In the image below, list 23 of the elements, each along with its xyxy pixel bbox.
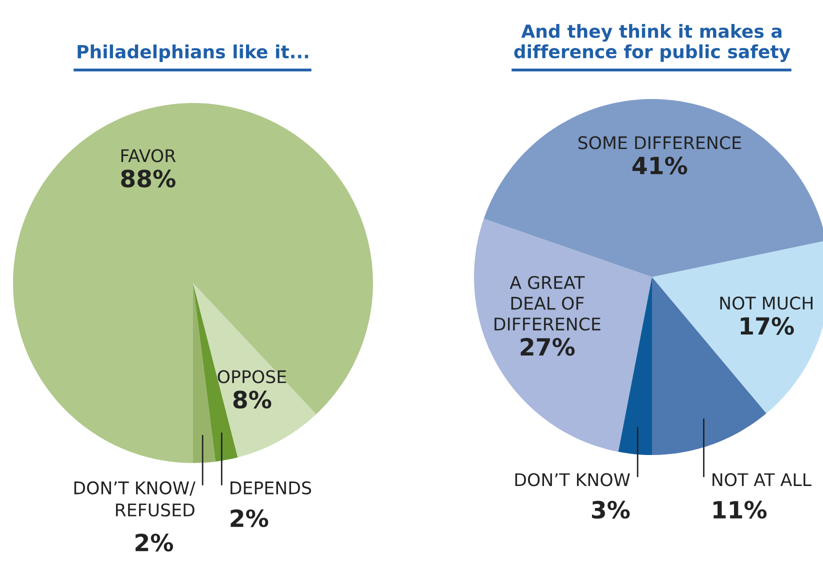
slice-label: FAVOR bbox=[121, 149, 176, 162]
data-label: 17% bbox=[740, 317, 794, 335]
slice-label: A GREAT DEAL OF DIFFERENCE bbox=[494, 276, 600, 331]
data-label: 88% bbox=[121, 170, 176, 188]
slice-label: DON’T KNOW/ REFUSED bbox=[74, 481, 196, 517]
data-label: 11% bbox=[714, 500, 767, 519]
slice-label: DON’T KNOW bbox=[515, 473, 630, 486]
chart-title: And they think it makes a difference for public safety bbox=[514, 24, 790, 62]
slice-label: SOME DIFFERENCE bbox=[578, 136, 741, 150]
slice-label: DEPENDS bbox=[230, 481, 312, 494]
data-label: 2% bbox=[136, 534, 174, 552]
slice-label: NOT MUCH bbox=[720, 296, 812, 310]
data-label: 8% bbox=[233, 390, 272, 409]
data-label: 2% bbox=[230, 509, 268, 528]
data-label: 27% bbox=[520, 338, 575, 356]
pie-slice bbox=[193, 283, 216, 463]
data-label: 3% bbox=[592, 500, 630, 519]
slice-label: NOT AT ALL bbox=[712, 473, 812, 486]
pie-slice bbox=[193, 283, 316, 458]
pie-slice bbox=[13, 103, 373, 463]
slice-label: OPPOSE bbox=[218, 370, 286, 384]
data-label: 41% bbox=[632, 156, 688, 174]
chart-title: Philadelphians like it... bbox=[78, 44, 308, 62]
